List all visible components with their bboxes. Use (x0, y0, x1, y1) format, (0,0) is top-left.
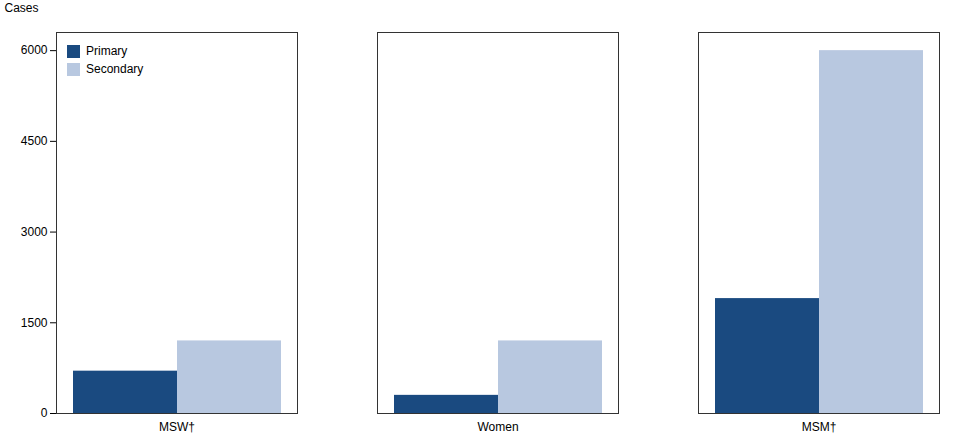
svg-text:1500: 1500 (21, 316, 48, 330)
svg-text:3000: 3000 (21, 225, 48, 239)
svg-text:Women: Women (477, 420, 518, 434)
html-text:Primary: Primary (86, 44, 128, 58)
svg-text:MSW†: MSW† (159, 420, 195, 434)
svg-text:0: 0 (41, 406, 48, 420)
svg-text:4500: 4500 (21, 134, 48, 148)
svg-text:Cases: Cases (5, 1, 39, 15)
html-text:Secondary: Secondary (86, 62, 144, 76)
svg-text:MSM†: MSM† (802, 420, 837, 434)
svg-text:6000: 6000 (21, 43, 48, 57)
